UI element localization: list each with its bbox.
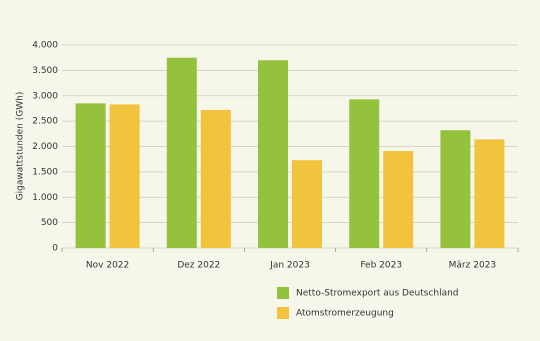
legend-label: Netto-Stromexport aus Deutschland [296, 289, 459, 299]
y-tick-label: 2.500 [32, 117, 58, 127]
y-tick-label: 4.000 [32, 41, 58, 51]
y-tick-label: 500 [41, 218, 58, 228]
bar [109, 104, 140, 248]
y-tick-label: 3.500 [32, 66, 58, 76]
legend-swatch [277, 287, 289, 299]
bar [200, 109, 231, 249]
y-tick-label: 2.000 [32, 142, 58, 152]
bar [75, 103, 106, 248]
y-tick-label: 1.500 [32, 167, 58, 177]
y-axis-label: Gigawattstunden (GWh) [16, 92, 26, 201]
bar [440, 130, 471, 248]
y-tick-label: 3.000 [32, 91, 58, 101]
y-tick-label: 0 [52, 244, 58, 254]
x-tick-label: Feb 2023 [360, 261, 402, 271]
x-tick-label: Nov 2022 [86, 261, 129, 271]
legend-label: Atomstromerzeugung [296, 309, 394, 319]
bar [383, 151, 414, 248]
bar [349, 99, 380, 249]
x-tick-label: Dez 2022 [177, 261, 220, 271]
bar [258, 60, 288, 248]
bar [474, 139, 505, 248]
x-tick-label: März 2023 [449, 261, 496, 271]
bar [292, 160, 322, 248]
bar [166, 57, 197, 248]
x-tick-label: Jan 2023 [269, 261, 310, 271]
legend-swatch [277, 307, 289, 319]
y-tick-label: 1.000 [32, 193, 58, 203]
